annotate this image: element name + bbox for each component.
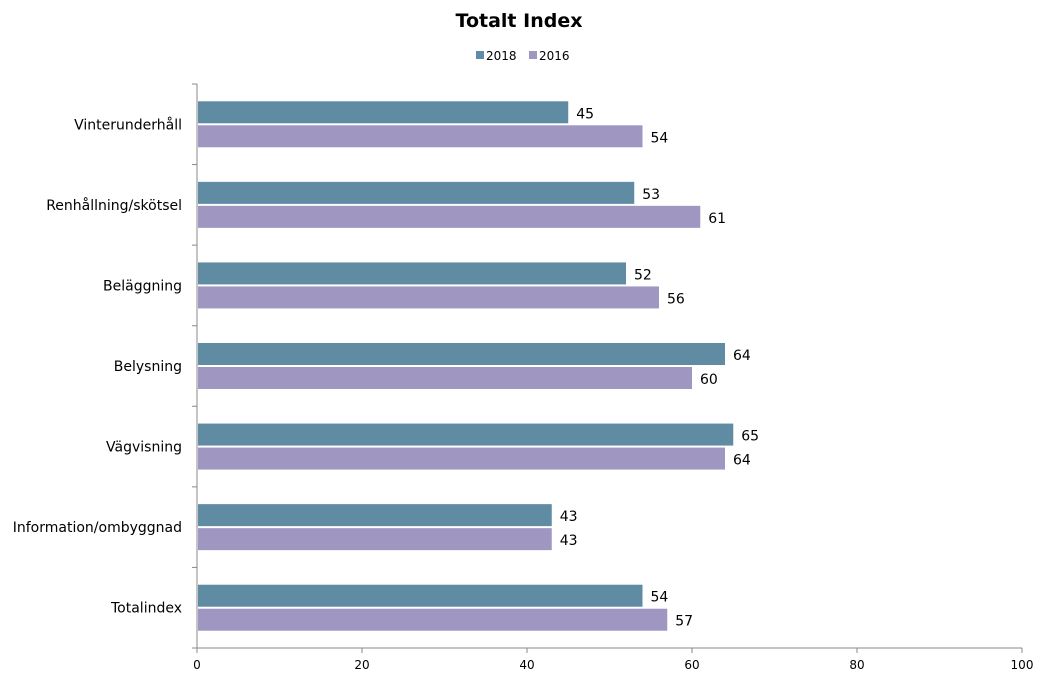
bar-2018: [198, 181, 635, 204]
category-label: Renhållning/skötsel: [46, 197, 182, 214]
data-label-2018: 52: [634, 267, 652, 283]
legend-swatch-2016: [529, 51, 537, 59]
bar-2016: [198, 528, 552, 551]
x-tick-label: 60: [684, 658, 699, 672]
data-label-2016: 43: [560, 533, 578, 549]
legend-label-2016: 2016: [539, 49, 570, 63]
x-tick-label: 20: [354, 658, 369, 672]
bar-2018: [198, 343, 725, 365]
legend-label-2018: 2018: [486, 49, 517, 63]
bar-2016: [198, 608, 668, 631]
x-tick-label: 100: [1011, 658, 1034, 672]
data-label-2018: 45: [576, 106, 594, 122]
x-tick-label: 0: [193, 658, 201, 672]
category-label: Vägvisning: [106, 440, 182, 456]
data-label-2018: 64: [733, 348, 751, 364]
data-label-2018: 53: [642, 187, 660, 203]
category-label: Totalindex: [110, 601, 182, 617]
bar-2018: [198, 584, 643, 607]
data-label-2016: 60: [700, 372, 718, 388]
category-label: Information/ombyggnad: [13, 520, 182, 536]
category-label: Beläggning: [103, 278, 182, 294]
bar-2018: [198, 504, 552, 527]
data-label-2016: 64: [733, 453, 751, 469]
bar-2018: [198, 262, 626, 285]
legend: 2018 2016: [476, 49, 570, 63]
data-label-2018: 43: [560, 509, 578, 525]
data-label-2018: 65: [741, 429, 759, 445]
plot-area: 0 20 40 60 80 100 Vinterunderhåll 45 54 Renhållni…: [13, 83, 1034, 672]
bar-2018: [198, 423, 734, 446]
chart-title: Totalt Index: [456, 10, 583, 32]
data-label-2016: 61: [708, 211, 726, 227]
bar-2016: [198, 205, 701, 228]
bar-2018: [198, 101, 569, 124]
data-label-2018: 54: [651, 590, 669, 606]
data-label-2016: 57: [675, 614, 693, 630]
bar-2016: [198, 447, 725, 470]
bar-2016: [198, 286, 659, 309]
bar-2016: [198, 125, 643, 148]
legend-swatch-2018: [476, 51, 484, 59]
x-tick-label: 80: [849, 658, 864, 672]
data-label-2016: 54: [651, 130, 669, 146]
category-label: Vinterunderhåll: [74, 116, 182, 133]
category-label: Belysning: [114, 359, 182, 375]
data-label-2016: 56: [667, 291, 685, 307]
x-tick-label: 40: [519, 658, 534, 672]
bar-2016: [198, 367, 692, 389]
